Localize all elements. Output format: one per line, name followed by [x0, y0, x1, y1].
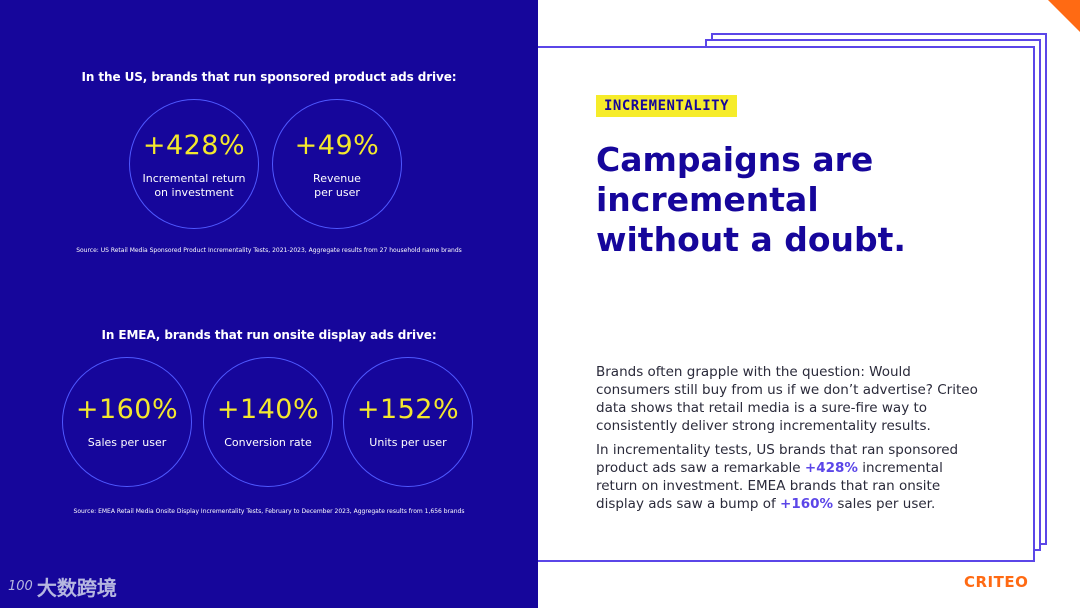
stat-circle-revenue: +49% Revenue per user	[272, 99, 402, 229]
stat-value: +140%	[216, 394, 320, 425]
stat-value: +152%	[356, 394, 460, 425]
us-section-title: In the US, brands that run sponsored pro…	[81, 70, 457, 84]
section-tag: INCREMENTALITY	[596, 95, 738, 117]
stat-circle-sales: +160% Sales per user	[62, 357, 192, 487]
us-source-note: Source: US Retail Media Sponsored Produc…	[76, 247, 462, 254]
sheet-front	[538, 46, 1035, 562]
stat-value: +49%	[294, 130, 380, 161]
watermark-text: 大数跨境	[36, 576, 117, 600]
stat-circle-roi: +428% Incremental return on investment	[129, 99, 259, 229]
page-title: Campaigns are incremental without a doub…	[596, 140, 906, 259]
stat-label: Incremental return on investment	[142, 172, 246, 199]
stats-panel: In the US, brands that run sponsored pro…	[0, 0, 538, 608]
stat-label: Conversion rate	[224, 436, 312, 449]
watermark: 100 大数跨境	[8, 572, 117, 601]
stat-label: Units per user	[369, 436, 447, 449]
stat-value: +160%	[75, 394, 179, 425]
stat-label: Sales per user	[87, 436, 167, 449]
stat-circle-conversion: +140% Conversion rate	[203, 357, 333, 487]
body-paragraph-1: Brands often grapple with the question: …	[596, 364, 978, 434]
criteo-logo: CRITEO	[964, 573, 1029, 591]
body-paragraph-2: In incrementality tests, US brands that …	[596, 442, 959, 512]
emea-section-title: In EMEA, brands that run onsite display …	[101, 328, 437, 342]
stat-circle-units: +152% Units per user	[343, 357, 473, 487]
stat-value: +428%	[142, 130, 246, 161]
stat-label: Revenue per user	[313, 172, 361, 199]
corner-triangle-icon	[1048, 0, 1080, 32]
emea-source-note: Source: EMEA Retail Media Onsite Display…	[73, 508, 465, 515]
watermark-logo-icon: 100	[8, 579, 33, 594]
